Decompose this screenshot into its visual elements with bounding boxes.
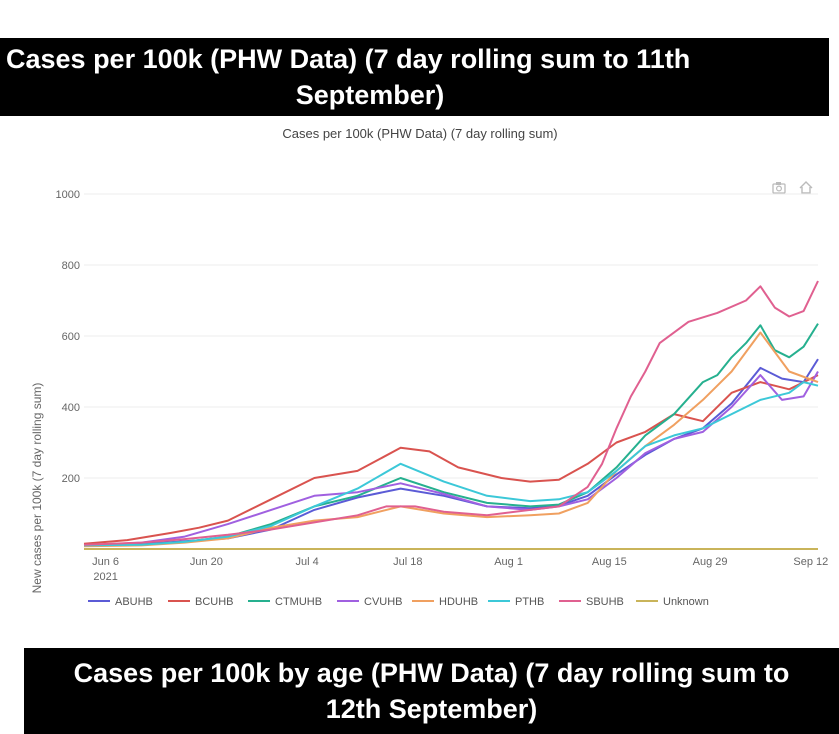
x-tick-label: Aug 15 — [592, 556, 627, 568]
y-tick-label: 1000 — [56, 189, 80, 201]
x-tick-sublabel: 2021 — [93, 571, 117, 583]
bottom-banner-line1: Cases per 100k by age (PHW Data) (7 day … — [73, 658, 790, 688]
series-lines — [83, 280, 819, 550]
bottom-banner-line2: 12th September) — [325, 694, 538, 724]
x-tick-label: Aug 29 — [693, 556, 728, 568]
y-tick-label: 400 — [62, 402, 80, 414]
legend-item-abuhb[interactable]: ABUHB — [88, 596, 153, 608]
y-tick-label: 800 — [62, 260, 80, 272]
legend-item-bcuhb[interactable]: BCUHB — [168, 596, 234, 608]
legend-label: CTMUHB — [275, 596, 322, 608]
x-tick-label: Jul 4 — [295, 556, 318, 568]
y-tick-label: 600 — [62, 331, 80, 343]
legend-label: HDUHB — [439, 596, 478, 608]
x-tick-label: Aug 1 — [494, 556, 523, 568]
series-line-abuhb — [83, 358, 819, 547]
series-line-hduhb — [83, 331, 819, 548]
legend-label: PTHB — [515, 596, 544, 608]
legend-item-sbuhb[interactable]: SBUHB — [559, 596, 624, 608]
legend: ABUHB BCUHB CTMUHB CVUHB HDUHB PTHB SBUHB Unkno… — [88, 596, 709, 608]
x-axis: Jun 6 2021 Jun 20 Jul 4 Jul 18 Aug 1 Aug 15 Aug… — [92, 556, 828, 583]
top-banner-line2: September) — [295, 80, 445, 110]
legend-item-cvuhb[interactable]: CVUHB — [337, 596, 403, 608]
legend-item-hduhb[interactable]: HDUHB — [412, 596, 478, 608]
legend-label: SBUHB — [586, 596, 624, 608]
top-banner-line1: Cases per 100k (PHW Data) (7 day rolling… — [6, 44, 691, 74]
x-tick-label: Jul 18 — [393, 556, 422, 568]
line-chart: Cases per 100k (PHW Data) (7 day rolling… — [30, 126, 828, 608]
top-banner: Cases per 100k (PHW Data) (7 day rolling… — [0, 38, 829, 116]
bottom-banner: Cases per 100k by age (PHW Data) (7 day … — [24, 648, 839, 734]
legend-label: CVUHB — [364, 596, 403, 608]
legend-item-pthb[interactable]: PTHB — [488, 596, 544, 608]
y-axis-label: New cases per 100k (7 day rolling sum) — [30, 383, 44, 594]
legend-label: ABUHB — [115, 596, 153, 608]
y-axis: 200 400 600 800 1000 — [56, 189, 80, 485]
legend-item-ctmuhb[interactable]: CTMUHB — [248, 596, 322, 608]
x-tick-label: Jun 20 — [190, 556, 223, 568]
legend-item-unknown[interactable]: Unknown — [636, 596, 709, 608]
y-tick-label: 200 — [62, 473, 80, 485]
x-tick-label: Jun 6 — [92, 556, 119, 568]
camera-icon[interactable] — [772, 182, 786, 194]
x-tick-label: Sep 12 — [793, 556, 828, 568]
legend-label: Unknown — [663, 596, 709, 608]
series-line-bcuhb — [83, 374, 819, 545]
chart-title: Cases per 100k (PHW Data) (7 day rolling… — [282, 126, 557, 141]
home-icon[interactable] — [799, 181, 813, 194]
series-line-sbuhb — [83, 280, 819, 546]
banner-gap — [829, 38, 839, 116]
series-line-cvuhb — [83, 370, 819, 547]
legend-label: BCUHB — [195, 596, 234, 608]
